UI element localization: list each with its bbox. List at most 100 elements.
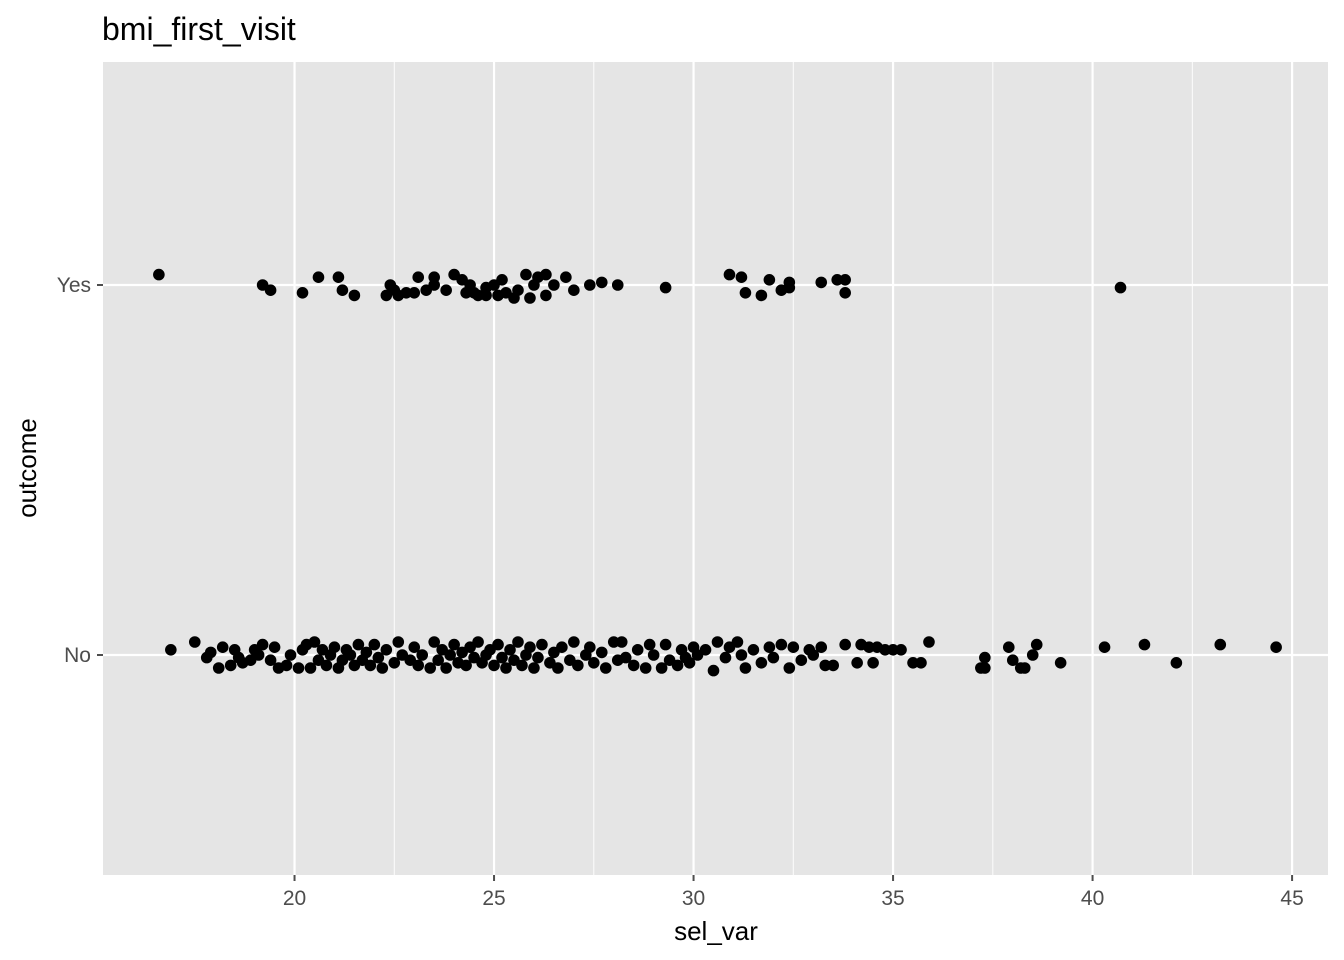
data-point-no bbox=[819, 659, 832, 672]
data-point-no bbox=[448, 638, 460, 651]
data-point-no bbox=[280, 659, 293, 672]
data-point-no bbox=[304, 662, 317, 674]
data-point-yes bbox=[540, 268, 552, 281]
data-point-yes bbox=[723, 268, 736, 281]
data-point-no bbox=[1138, 638, 1151, 651]
data-point-yes bbox=[480, 289, 492, 302]
data-point-no bbox=[783, 662, 796, 674]
data-point-no bbox=[492, 638, 504, 651]
data-point-yes bbox=[548, 279, 560, 291]
data-point-no bbox=[460, 659, 472, 672]
data-point-no bbox=[747, 644, 760, 656]
data-point-no bbox=[647, 649, 660, 661]
data-point-no bbox=[631, 644, 644, 656]
data-point-no bbox=[264, 654, 277, 666]
data-point-no bbox=[412, 659, 425, 672]
data-point-yes bbox=[472, 289, 484, 302]
data-point-no bbox=[923, 636, 935, 648]
x-axis: 20 25 30 35 40 45 bbox=[283, 875, 1304, 910]
y-axis: No Yes bbox=[57, 274, 103, 667]
data-point-no bbox=[707, 664, 720, 677]
data-point-no bbox=[528, 662, 540, 674]
data-point-yes bbox=[496, 274, 508, 286]
data-point-no bbox=[587, 657, 600, 669]
data-point-yes bbox=[348, 289, 361, 302]
data-point-no bbox=[432, 654, 444, 666]
data-point-no bbox=[719, 651, 732, 664]
data-point-no bbox=[165, 644, 177, 656]
data-point-no bbox=[863, 641, 875, 653]
data-point-no bbox=[524, 641, 536, 653]
data-point-yes bbox=[428, 271, 440, 284]
x-tick-label: 30 bbox=[682, 887, 705, 910]
data-point-yes bbox=[400, 287, 413, 299]
data-point-no bbox=[627, 659, 640, 672]
data-point-yes bbox=[611, 279, 624, 291]
data-point-no bbox=[639, 662, 652, 674]
data-point-no bbox=[556, 641, 568, 653]
data-point-yes bbox=[783, 276, 796, 289]
data-point-no bbox=[416, 649, 429, 661]
data-point-no bbox=[775, 638, 788, 651]
data-point-no bbox=[1170, 657, 1183, 669]
data-point-no bbox=[1018, 662, 1031, 674]
data-point-yes bbox=[755, 289, 768, 302]
data-point-yes bbox=[763, 274, 776, 286]
data-point-yes bbox=[512, 284, 524, 297]
x-tick-label: 45 bbox=[1280, 887, 1303, 910]
data-point-no bbox=[815, 641, 828, 653]
data-point-no bbox=[424, 662, 436, 674]
y-tick-label: No bbox=[64, 644, 91, 667]
data-point-no bbox=[755, 657, 768, 669]
data-point-no bbox=[328, 641, 341, 653]
data-point-yes bbox=[312, 271, 325, 284]
data-points bbox=[153, 268, 1282, 677]
y-axis-title: outcome bbox=[12, 418, 42, 518]
data-point-no bbox=[388, 657, 401, 669]
data-point-no bbox=[320, 659, 333, 672]
x-tick-label: 40 bbox=[1081, 887, 1104, 910]
data-point-no bbox=[851, 657, 863, 669]
data-point-no bbox=[368, 638, 381, 651]
minor-gridlines bbox=[393, 62, 1193, 875]
data-point-no bbox=[671, 659, 684, 672]
data-point-yes bbox=[831, 274, 844, 286]
data-point-yes bbox=[520, 268, 532, 281]
data-point-no bbox=[392, 636, 405, 648]
data-point-yes bbox=[568, 284, 580, 297]
data-point-no bbox=[735, 649, 748, 661]
data-point-no bbox=[496, 651, 508, 664]
data-point-no bbox=[887, 644, 899, 656]
data-point-yes bbox=[815, 276, 828, 289]
data-point-no bbox=[440, 662, 452, 674]
data-point-no bbox=[907, 657, 919, 669]
data-point-no bbox=[252, 649, 265, 661]
data-point-no bbox=[376, 662, 389, 674]
plot-panel bbox=[103, 62, 1328, 875]
data-point-no bbox=[711, 636, 724, 648]
data-point-no bbox=[488, 659, 500, 672]
data-point-yes bbox=[332, 271, 345, 284]
data-point-no bbox=[428, 636, 440, 648]
data-point-no bbox=[767, 651, 780, 664]
data-point-no bbox=[795, 654, 808, 666]
data-point-yes bbox=[296, 287, 309, 299]
data-point-no bbox=[216, 641, 229, 653]
data-point-no bbox=[224, 659, 237, 672]
data-point-yes bbox=[264, 284, 277, 297]
data-point-no bbox=[380, 644, 393, 656]
data-point-yes bbox=[336, 284, 349, 297]
data-point-no bbox=[532, 651, 544, 664]
data-point-no bbox=[787, 641, 800, 653]
data-point-no bbox=[572, 659, 584, 672]
data-point-no bbox=[659, 638, 672, 651]
data-point-no bbox=[655, 662, 668, 674]
data-point-no bbox=[683, 657, 696, 669]
data-point-yes bbox=[560, 271, 572, 284]
data-point-no bbox=[739, 662, 752, 674]
data-point-yes bbox=[408, 287, 421, 299]
data-point-yes bbox=[735, 271, 748, 284]
data-point-no bbox=[360, 646, 373, 659]
x-tick-label: 35 bbox=[881, 887, 904, 910]
data-point-no bbox=[500, 662, 512, 674]
